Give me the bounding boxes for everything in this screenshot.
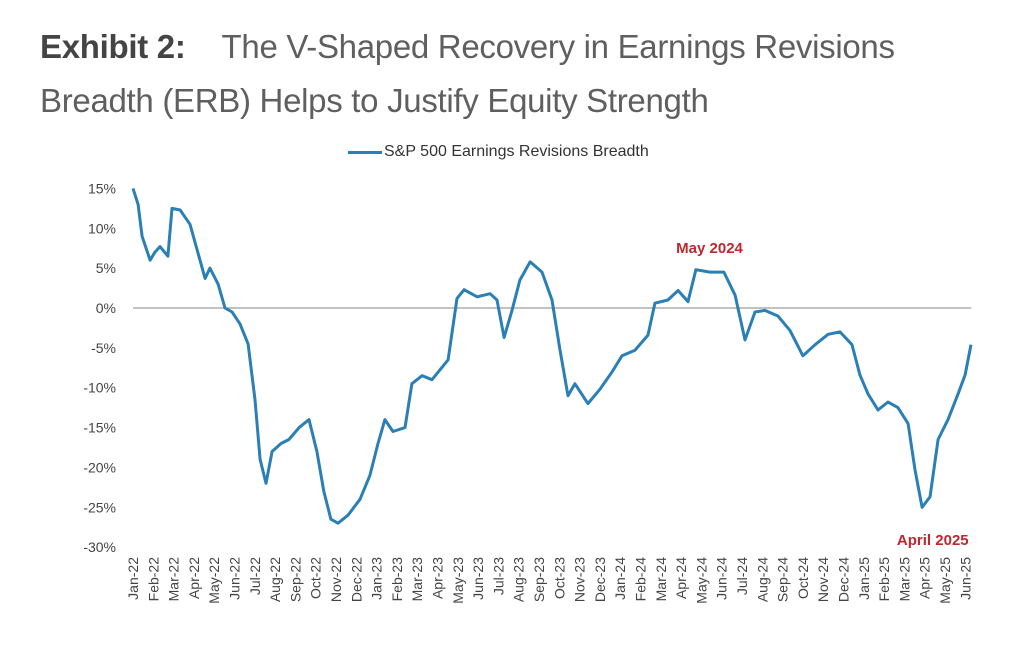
- x-tick-label: Mar-23: [409, 557, 425, 602]
- x-tick-label: Feb-23: [389, 557, 405, 602]
- exhibit-label: Exhibit 2:: [40, 28, 186, 65]
- x-tick-label: Sep-23: [531, 557, 547, 602]
- annotation-may-2024: May 2024: [676, 240, 743, 257]
- x-tick-label: Dec-23: [592, 557, 608, 602]
- x-tick-label: Jun-25: [957, 557, 973, 600]
- x-tick-label: Apr-25: [917, 557, 933, 599]
- x-tick-label: May-25: [937, 557, 953, 604]
- x-tick-label: Oct-22: [308, 557, 324, 599]
- x-tick-label: Mar-24: [653, 557, 669, 602]
- x-tick-label: Jul-23: [490, 557, 506, 595]
- x-tick-label: Dec-22: [348, 557, 364, 602]
- x-tick-label: Sep-24: [775, 557, 791, 602]
- y-tick-label: -30%: [83, 539, 116, 555]
- y-axis: 15% 10% 5% 0% -5% -10% -15% -20% -25% -30%: [83, 180, 116, 555]
- y-tick-label: -25%: [83, 499, 116, 515]
- x-tick-label: Jun-23: [470, 557, 486, 600]
- legend-label: S&P 500 Earnings Revisions Breadth: [384, 143, 649, 160]
- annotation-april-2025: April 2025: [897, 532, 969, 549]
- x-tick-label: Mar-22: [166, 557, 182, 602]
- x-tick-label: Jan-23: [369, 557, 385, 600]
- y-tick-label: -5%: [91, 340, 116, 356]
- y-tick-label: 5%: [96, 260, 116, 276]
- x-tick-label: Jan-24: [612, 557, 628, 600]
- x-tick-label: Oct-23: [551, 557, 567, 599]
- x-tick-label: Feb-24: [633, 557, 649, 602]
- x-tick-label: Jun-24: [714, 557, 730, 600]
- y-tick-label: -10%: [83, 380, 116, 396]
- x-tick-label: Jul-22: [247, 557, 263, 595]
- x-tick-label: Jan-22: [125, 557, 141, 600]
- series-line-erb: [131, 187, 973, 525]
- x-tick-label: May-22: [206, 557, 222, 604]
- y-tick-label: 10%: [88, 220, 116, 236]
- legend-swatch: [348, 150, 382, 154]
- annotations: May 2024 April 2025: [676, 240, 968, 549]
- title-text: The V-Shaped Recovery in Earnings Revisi…: [40, 28, 895, 119]
- x-tick-label: Nov-24: [815, 557, 831, 602]
- y-tick-label: 15%: [88, 180, 116, 196]
- x-axis: Jan-22 Feb-22 Mar-22 Apr-22 May-22 Jun-22 Jul-…: [125, 557, 973, 604]
- x-tick-label: Aug-22: [267, 557, 283, 602]
- x-tick-label: Jan-25: [856, 557, 872, 600]
- y-tick-label: 0%: [96, 300, 116, 316]
- x-tick-label: Oct-24: [795, 557, 811, 599]
- x-tick-label: Nov-22: [328, 557, 344, 602]
- chart-title: Exhibit 2: The V-Shaped Recovery in Earni…: [40, 20, 1000, 128]
- x-tick-label: Apr-24: [673, 557, 689, 599]
- x-tick-label: Aug-24: [754, 557, 770, 602]
- x-tick-label: Apr-23: [430, 557, 446, 599]
- x-tick-label: Mar-25: [896, 557, 912, 602]
- x-tick-label: Nov-23: [572, 557, 588, 602]
- x-tick-label: May-23: [450, 557, 466, 604]
- x-tick-label: Feb-25: [876, 557, 892, 602]
- y-tick-label: -15%: [83, 420, 116, 436]
- x-tick-label: Feb-22: [145, 557, 161, 602]
- x-tick-label: Sep-22: [287, 557, 303, 602]
- x-tick-label: Aug-23: [511, 557, 527, 602]
- legend: S&P 500 Earnings Revisions Breadth: [348, 143, 649, 161]
- x-tick-label: Jul-24: [734, 557, 750, 595]
- x-tick-label: Dec-24: [836, 557, 852, 602]
- x-tick-label: May-24: [693, 557, 709, 604]
- x-tick-label: Jun-22: [227, 557, 243, 600]
- y-tick-label: -20%: [83, 459, 116, 475]
- x-tick-label: Apr-22: [186, 557, 202, 599]
